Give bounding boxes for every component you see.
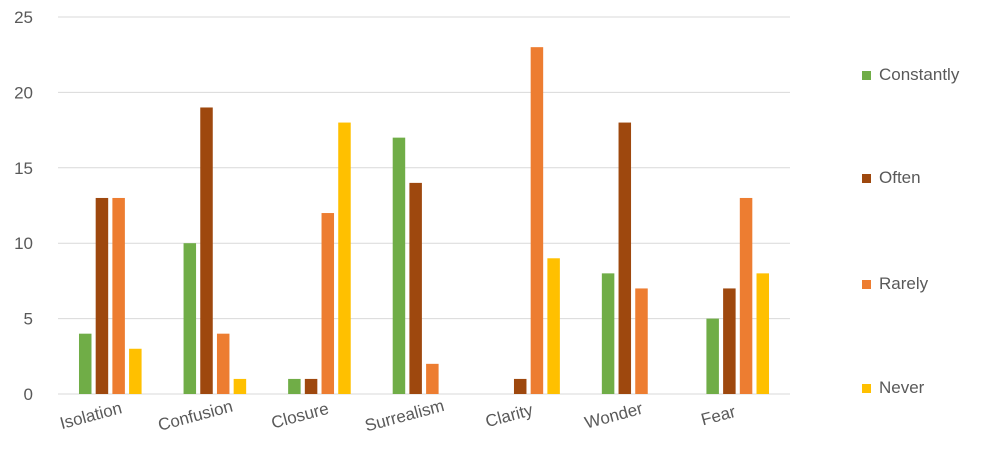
bar-surrealism-constantly	[392, 137, 406, 394]
x-tick-label: Clarity	[483, 400, 535, 431]
bars	[78, 47, 770, 394]
legend-item-constantly: Constantly	[862, 65, 959, 85]
legend-swatch	[862, 173, 871, 183]
bar-isolation-rarely	[112, 197, 125, 394]
bar-wonder-constantly	[601, 273, 615, 394]
y-tick-label: 25	[14, 8, 33, 27]
bar-clarity-never	[547, 258, 560, 394]
legend-item-never: Never	[862, 378, 924, 398]
x-tick-label: Wonder	[583, 399, 645, 433]
x-axis-ticks: Isolation Confusion Closure Surrealism Clari…	[58, 396, 738, 435]
legend-label: Constantly	[879, 65, 960, 84]
legend-item-rarely: Rarely	[862, 274, 928, 294]
bar-fear-constantly	[706, 318, 719, 394]
bar-clarity-rarely	[530, 47, 544, 394]
bar-wonder-rarely	[635, 288, 648, 394]
x-tick-label: Isolation	[58, 398, 124, 433]
y-axis-ticks: 0 5 10 15 20 25	[14, 8, 33, 404]
legend-swatch	[862, 383, 871, 393]
x-tick-label: Surrealism	[363, 396, 446, 435]
bar-closure-constantly	[288, 378, 301, 394]
bar-wonder-often	[618, 122, 632, 394]
x-tick-label: Confusion	[156, 397, 235, 435]
bar-closure-rarely	[321, 213, 335, 394]
bar-fear-never	[756, 273, 770, 394]
bar-surrealism-rarely	[426, 363, 439, 394]
legend-item-often: Often	[862, 168, 921, 188]
legend-swatch	[862, 279, 871, 289]
bar-isolation-constantly	[78, 333, 92, 394]
gridlines	[58, 16, 790, 395]
y-tick-label: 5	[24, 310, 33, 329]
x-tick-label: Closure	[269, 399, 331, 433]
bar-confusion-rarely	[216, 333, 230, 394]
bar-confusion-never	[233, 378, 247, 394]
x-tick-label: Fear	[699, 402, 738, 429]
bar-isolation-never	[129, 348, 142, 394]
bar-confusion-often	[200, 107, 213, 394]
y-tick-label: 20	[14, 83, 33, 102]
bar-isolation-often	[95, 197, 109, 394]
bar-surrealism-often	[409, 182, 422, 394]
legend-label: Rarely	[879, 274, 929, 293]
bar-clarity-often	[513, 378, 527, 394]
bar-closure-never	[338, 122, 351, 394]
legend: Constantly Often Rarely Never	[862, 0, 987, 474]
bar-fear-rarely	[739, 197, 753, 394]
bar-confusion-constantly	[183, 243, 197, 394]
y-tick-label: 0	[24, 385, 33, 404]
legend-label: Often	[879, 168, 921, 187]
legend-label: Never	[879, 378, 925, 397]
bar-closure-often	[304, 378, 318, 394]
bar-fear-often	[723, 288, 736, 394]
y-tick-label: 15	[14, 159, 33, 178]
legend-swatch	[862, 70, 871, 80]
y-tick-label: 10	[14, 234, 33, 253]
